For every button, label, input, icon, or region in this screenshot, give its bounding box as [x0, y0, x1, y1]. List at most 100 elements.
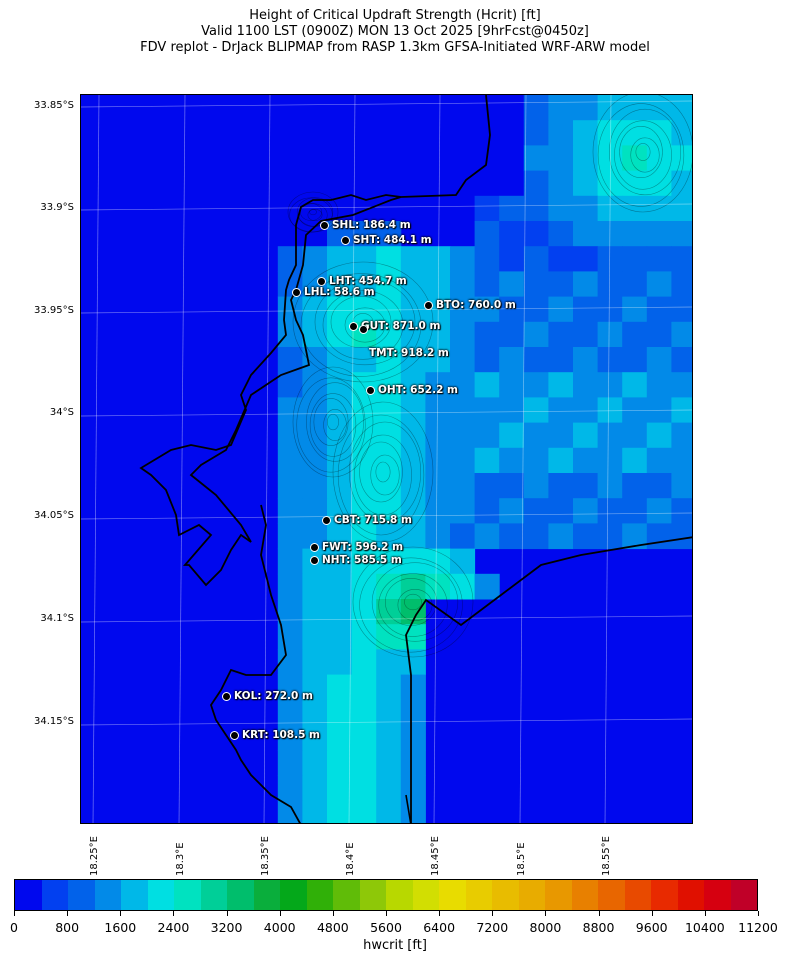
station-marker-krt[interactable] [230, 731, 239, 740]
grid-cell [622, 372, 648, 398]
grid-cell [277, 422, 303, 449]
station-marker-cbt[interactable] [322, 516, 331, 525]
contour-line [404, 593, 422, 611]
grid-cell [622, 221, 648, 247]
grid-cell [499, 347, 525, 373]
grid-cell [597, 397, 623, 424]
grid-cell [351, 573, 377, 600]
grid-cell [573, 498, 599, 524]
longitude-line [178, 95, 186, 823]
grid-cell [548, 246, 574, 272]
lat-label-33-85: 33.85°S [34, 100, 74, 111]
grid-cell [376, 246, 402, 272]
station-marker-sht[interactable] [341, 236, 350, 245]
grid-cell [622, 145, 648, 172]
colorbar-tick [386, 911, 387, 916]
colorbar-tick-label: 5600 [370, 920, 402, 935]
lat-label-33-95: 33.95°S [34, 305, 74, 316]
contour-line [307, 208, 323, 222]
grid-cell [671, 523, 692, 550]
station-marker-nht[interactable] [310, 556, 319, 565]
grid-cell [327, 447, 353, 474]
grid-cell [351, 775, 377, 802]
grid-cell [646, 498, 672, 524]
grid-cell [573, 447, 599, 474]
grid-cell [327, 397, 353, 424]
contour-line [370, 454, 400, 496]
grid-cell [548, 397, 574, 424]
station-marker-tmt[interactable] [359, 325, 368, 334]
grid-cell [597, 246, 623, 272]
grid-cell [327, 725, 353, 751]
contour-line [344, 307, 386, 343]
grid-cell [523, 195, 549, 222]
contour-line [314, 278, 416, 366]
grid-cell [327, 473, 353, 499]
grid-cell [351, 725, 377, 751]
contour-line [592, 95, 692, 213]
grid-cell [523, 95, 549, 121]
colorbar-segment [571, 880, 598, 910]
grid-cell [622, 498, 648, 524]
station-marker-shl[interactable] [320, 221, 329, 230]
grid-cell [671, 95, 692, 121]
contour-line [375, 461, 391, 483]
contour-line [614, 120, 672, 190]
station-marker-oht[interactable] [366, 386, 375, 395]
colorbar-segment [439, 880, 466, 910]
longitude-line [263, 95, 271, 823]
grid-cell [548, 296, 574, 323]
grid-cell [376, 624, 402, 650]
contour-line [289, 197, 333, 233]
grid-cell [548, 195, 574, 222]
grid-cell [425, 473, 451, 499]
grid-cell [573, 397, 599, 424]
station-label-lht: LHT: 454.7 m [329, 275, 407, 287]
map-panel[interactable]: SHL: 186.4 m SHT: 484.1 m LHT: 454.7 m LHL:… [80, 94, 693, 824]
station-label-tmt: TMT: 918.2 m [369, 347, 449, 359]
station-marker-lht[interactable] [317, 277, 326, 286]
grid-cell [450, 422, 476, 449]
latitude-line [81, 306, 692, 314]
contour-line [292, 366, 374, 478]
station-marker-kol[interactable] [222, 692, 231, 701]
grid-cell [327, 523, 353, 550]
lon-label-18-3: 18.3°E [175, 842, 186, 876]
grid-cell [376, 523, 402, 550]
grid-cell [277, 674, 303, 701]
grid-cell [597, 372, 623, 398]
grid-cell [523, 498, 549, 524]
grid-cell [597, 498, 623, 524]
grid-cell [400, 473, 426, 499]
grid-cell [450, 296, 476, 323]
grid-cell [474, 372, 500, 398]
grid-cell [499, 447, 525, 474]
colorbar-tick-label: 11200 [738, 920, 778, 935]
grid-cell [622, 347, 648, 373]
grid-cell [597, 95, 623, 121]
grid-cell [400, 447, 426, 474]
longitude-line [348, 95, 356, 823]
contour-line [630, 137, 660, 173]
grid-cell [671, 246, 692, 272]
colorbar-segment [333, 880, 360, 910]
grid-cell [376, 573, 402, 600]
grid-cell [425, 422, 451, 449]
grid-cell [327, 599, 353, 625]
grid-cell [376, 725, 402, 751]
grid-cell [425, 548, 451, 575]
contour-line [296, 377, 366, 473]
grid-cell [425, 347, 451, 373]
grid-cell [597, 296, 623, 323]
grid-cell [646, 447, 672, 474]
station-marker-gut[interactable] [349, 322, 358, 331]
grid-cell [351, 699, 377, 726]
grid-cell [597, 271, 623, 298]
station-marker-bto[interactable] [424, 301, 433, 310]
contour-line [597, 103, 685, 207]
station-marker-lhl[interactable] [292, 288, 301, 297]
grid-cell [646, 422, 672, 449]
grid-cell [351, 347, 377, 373]
station-marker-fwt[interactable] [310, 543, 319, 552]
grid-cell [499, 372, 525, 398]
